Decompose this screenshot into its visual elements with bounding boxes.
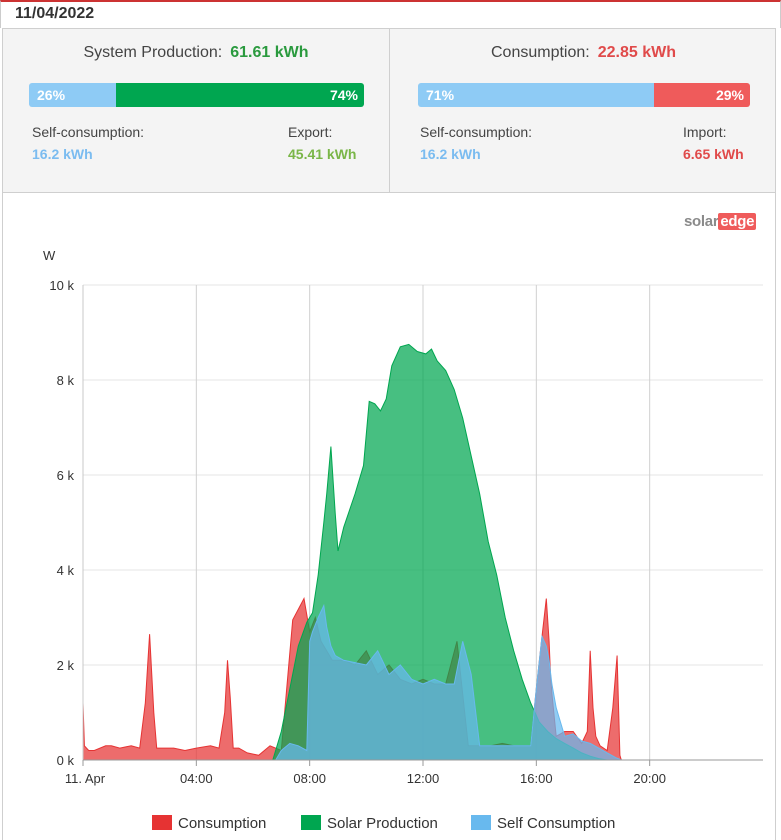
chart-axes: 0 k 2 k 4 k 6 k 8 k 10 k 11. Apr 04:00 08:00 12:0… [49,278,763,786]
production-self-segment: 26% [29,83,117,107]
production-self-consumption: Self-consumption: 16.2 kWh [32,124,144,162]
consumption-import-segment: 29% [653,83,750,107]
legend-label: Solar Production [327,815,438,832]
chart-legend: Consumption Solar Production Self Consumpt… [152,815,615,832]
consumption-value: 22.85 kWh [597,44,676,61]
production-export-segment: 74% [116,83,364,107]
x-tick-label: 04:00 [180,771,213,786]
legend-swatch [471,815,491,830]
consumption-panel: Consumption: 22.85 kWh 71% 29% Self-consu… [391,29,776,192]
production-label: System Production: [83,44,223,61]
import-label: Import: [683,124,727,140]
y-tick-label: 10 k [49,278,74,293]
y-tick-label: 8 k [57,373,75,388]
y-tick-label: 6 k [57,468,75,483]
production-bar: 26% 74% [29,83,364,107]
production-self-pct: 26% [37,87,66,103]
y-tick-label: 4 k [57,563,75,578]
legend-swatch [301,815,321,830]
production-export-pct: 74% [329,87,358,103]
export-label: Export: [288,124,333,140]
export-value: 45.41 kWh [288,146,357,162]
summary-panels: System Production: 61.61 kWh 26% 74% Self… [2,28,776,193]
y-axis-label: W [43,248,56,263]
consumption-import-pct: 29% [715,87,744,103]
consumption-self-consumption: Self-consumption: 16.2 kWh [420,124,532,162]
production-self-label: Self-consumption: [32,124,145,140]
legend-item-consumption[interactable]: Consumption [152,815,266,832]
solaredge-logo: solar edge [684,213,757,230]
x-tick-label: 08:00 [293,771,326,786]
legend-swatch [152,815,172,830]
export-info: Export: 45.41 kWh [288,124,356,162]
consumption-label: Consumption: [491,44,590,61]
y-tick-label: 2 k [57,658,75,673]
consumption-self-value: 16.2 kWh [420,146,481,162]
legend-label: Self Consumption [497,815,615,832]
consumption-self-segment: 71% [418,83,654,107]
legend-label: Consumption [178,815,266,832]
consumption-bar: 71% 29% [418,83,750,107]
production-self-value: 16.2 kWh [32,146,93,162]
date-label: 11/04/2022 [15,5,95,22]
x-tick-label: 20:00 [633,771,666,786]
y-tick-label: 0 k [57,753,75,768]
import-info: Import: 6.65 kWh [683,124,744,162]
self-consumption-area [83,603,622,761]
consumption-header: Consumption: 22.85 kWh [391,44,776,62]
legend-item-self-consumption[interactable]: Self Consumption [471,815,615,832]
consumption-self-label: Self-consumption: [420,124,533,140]
chart-areas [82,343,622,761]
production-header: System Production: 61.61 kWh [3,44,389,62]
import-value: 6.65 kWh [683,146,744,162]
x-tick-label: 11. Apr [65,771,106,786]
consumption-self-pct: 71% [426,87,455,103]
x-tick-label: 16:00 [520,771,553,786]
chart-container [2,193,776,840]
x-tick-label: 12:00 [407,771,440,786]
production-value: 61.61 kWh [230,44,309,61]
legend-item-solar-production[interactable]: Solar Production [301,815,438,832]
production-panel: System Production: 61.61 kWh 26% 74% Self… [3,29,390,192]
